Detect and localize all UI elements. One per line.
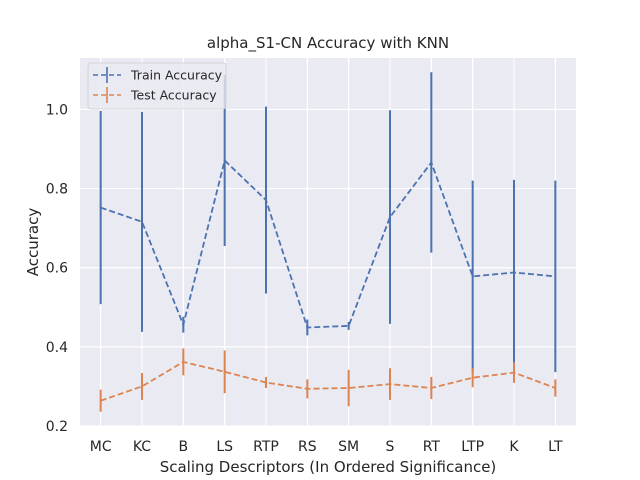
data-point-test xyxy=(141,385,143,388)
x-tick-label: S xyxy=(386,439,395,455)
data-point-train xyxy=(389,216,391,219)
x-tick-label: MC xyxy=(90,439,112,455)
y-tick-label: 0.6 xyxy=(46,261,68,277)
x-axis-title: Scaling Descriptors (In Ordered Signific… xyxy=(160,458,497,476)
data-point-test xyxy=(99,399,102,402)
x-tick-label: LTP xyxy=(461,439,484,455)
data-point-train xyxy=(265,199,267,202)
plot-area xyxy=(80,58,576,426)
x-tick-label: LS xyxy=(216,439,233,455)
data-point-train xyxy=(347,324,350,327)
data-point-test xyxy=(513,371,515,374)
x-tick-label: SM xyxy=(338,439,359,455)
data-point-train xyxy=(471,275,474,278)
y-tick-label: 1.0 xyxy=(46,102,68,118)
data-point-train xyxy=(182,323,185,326)
legend-box xyxy=(87,62,227,110)
x-tick-label: K xyxy=(509,439,519,455)
legend-label-train: Train Accuracy xyxy=(130,68,223,83)
line-test xyxy=(100,360,556,402)
x-tick-label: RTP xyxy=(253,439,279,455)
legend-label-test: Test Accuracy xyxy=(130,88,217,103)
legend-item-test: Test Accuracy xyxy=(93,87,217,103)
legend-item-train: Train Accuracy xyxy=(93,67,223,83)
x-tick-label: LT xyxy=(548,439,563,455)
data-point-test xyxy=(554,387,557,390)
series-test xyxy=(99,348,557,412)
series-layer xyxy=(99,72,557,412)
data-point-train xyxy=(223,159,226,162)
data-point-train xyxy=(430,161,433,164)
x-tick-label: RT xyxy=(423,439,441,455)
data-point-test xyxy=(223,370,226,373)
data-point-train xyxy=(141,220,143,223)
y-tick-label: 0.4 xyxy=(46,340,68,356)
data-point-train xyxy=(513,271,515,274)
data-point-test xyxy=(347,387,350,390)
data-point-train xyxy=(99,206,102,209)
series-train xyxy=(99,72,557,373)
data-point-test xyxy=(306,387,309,390)
data-point-train xyxy=(306,326,309,329)
data-point-train xyxy=(554,275,557,278)
x-tick-label: RS xyxy=(298,439,317,455)
data-point-test xyxy=(471,376,474,379)
data-point-test xyxy=(265,381,267,384)
legend: Train Accuracy Test Accuracy xyxy=(87,62,227,110)
y-tick-label: 0.2 xyxy=(46,419,68,435)
tick-labels: MC KC B LS RTP RS SM S RT LTP K LT 0.2 0.4 0.6 0.8 1.0 xyxy=(46,102,563,455)
chart-title: alpha_S1-CN Accuracy with KNN xyxy=(207,34,449,53)
data-point-test xyxy=(182,360,185,363)
y-axis-title: Accuracy xyxy=(24,208,42,277)
data-point-test xyxy=(389,383,391,386)
data-point-test xyxy=(430,387,433,390)
y-tick-label: 0.8 xyxy=(46,182,68,198)
line-train xyxy=(100,158,556,329)
x-tick-label: B xyxy=(179,439,189,455)
x-tick-label: KC xyxy=(133,439,151,455)
